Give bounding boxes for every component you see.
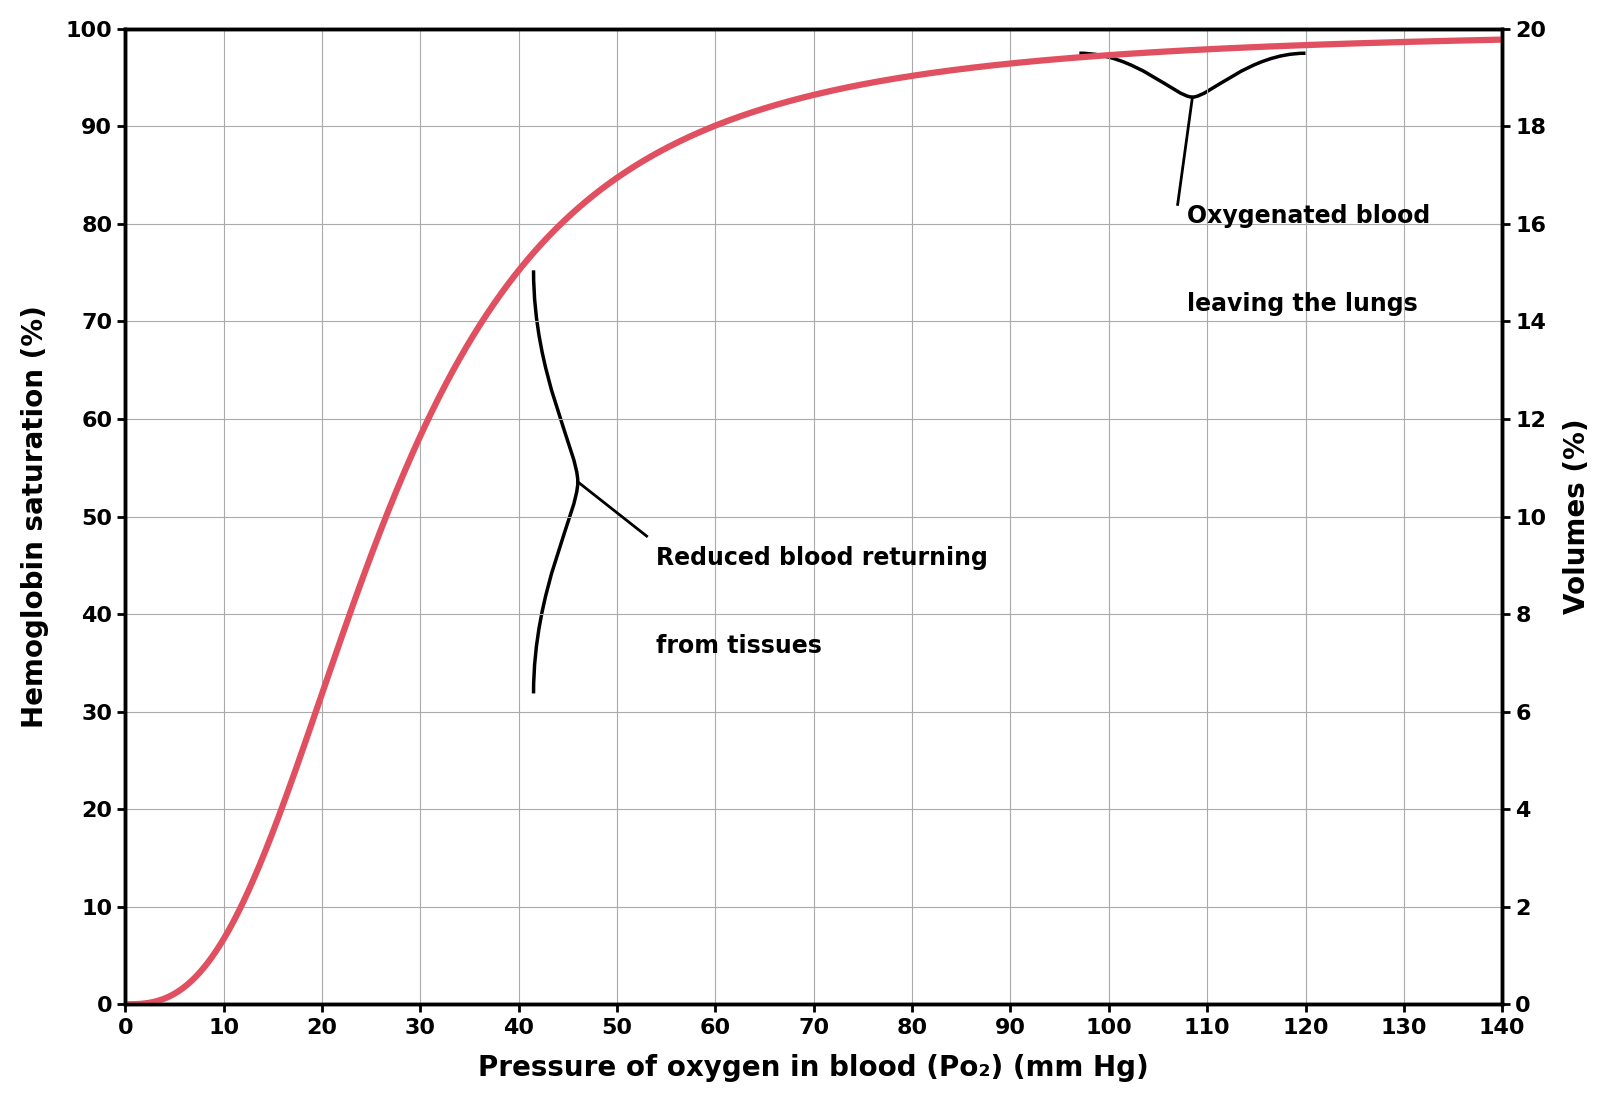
Text: leaving the lungs: leaving the lungs: [1188, 292, 1419, 317]
Text: Reduced blood returning: Reduced blood returning: [656, 546, 988, 570]
Text: Oxygenated blood: Oxygenated blood: [1188, 204, 1431, 228]
Text: from tissues: from tissues: [656, 633, 822, 657]
X-axis label: Pressure of oxygen in blood (Po₂) (mm Hg): Pressure of oxygen in blood (Po₂) (mm Hg…: [479, 1054, 1149, 1082]
Y-axis label: Volumes (%): Volumes (%): [1564, 419, 1591, 614]
Y-axis label: Hemoglobin saturation (%): Hemoglobin saturation (%): [21, 306, 48, 728]
